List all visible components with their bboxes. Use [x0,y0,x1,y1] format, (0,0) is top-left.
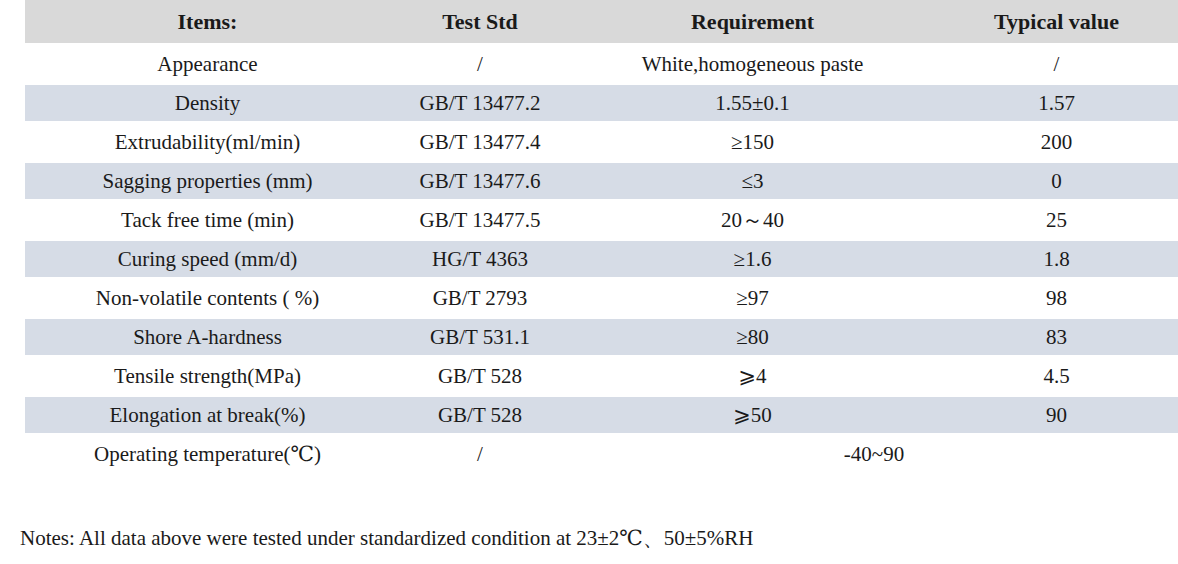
cell-typical-value: 90 [935,397,1178,433]
cell-item: Appearance [25,46,390,82]
table-row: Appearance/White,homogeneous paste/ [25,46,1178,82]
cell-item: Tensile strength(MPa) [25,358,390,394]
cell-typical-value: 83 [935,319,1178,355]
table-row: Extrudability(ml/min)GB/T 13477.4≥150200 [25,124,1178,160]
table-row: Tensile strength(MPa)GB/T 528⩾44.5 [25,358,1178,394]
notes-text: Notes: All data above were tested under … [20,524,754,552]
cell-typical-value: 1.8 [935,241,1178,277]
cell-item: Elongation at break(%) [25,397,390,433]
cell-item: Tack free time (min) [25,202,390,238]
column-header-typical-value: Typical value [935,0,1178,43]
spec-table-header: Items: Test Std Requirement Typical valu… [25,0,1178,43]
spec-table: Items: Test Std Requirement Typical valu… [25,0,1178,475]
cell-test-std: GB/T 13477.6 [390,163,570,199]
cell-requirement: ≥1.6 [570,241,935,277]
cell-test-std: GB/T 13477.4 [390,124,570,160]
cell-requirement: 1.55±0.1 [570,85,935,121]
table-row: Tack free time (min)GB/T 13477.520～4025 [25,202,1178,238]
cell-requirement: White,homogeneous paste [570,46,935,82]
cell-typical-value: 25 [935,202,1178,238]
cell-test-std: GB/T 531.1 [390,319,570,355]
cell-requirement: ⩾50 [570,397,935,433]
cell-item: Operating temperature(℃) [25,436,390,472]
cell-test-std: / [390,436,570,472]
column-header-test-std: Test Std [390,0,570,43]
cell-requirement: 20～40 [570,202,935,238]
cell-item: Curing speed (mm/d) [25,241,390,277]
cell-typical-value: / [935,46,1178,82]
cell-test-std: GB/T 2793 [390,280,570,316]
cell-typical-value: 200 [935,124,1178,160]
cell-requirement: -40~90 [570,436,1178,472]
column-header-items: Items: [25,0,390,43]
cell-test-std: / [390,46,570,82]
cell-requirement: ≥150 [570,124,935,160]
cell-test-std: HG/T 4363 [390,241,570,277]
table-row: Non-volatile contents ( %)GB/T 2793≥9798 [25,280,1178,316]
table-row: Sagging properties (mm)GB/T 13477.6≤30 [25,163,1178,199]
cell-typical-value: 98 [935,280,1178,316]
cell-item: Density [25,85,390,121]
cell-item: Shore A-hardness [25,319,390,355]
cell-typical-value: 0 [935,163,1178,199]
table-row: Curing speed (mm/d)HG/T 4363≥1.61.8 [25,241,1178,277]
cell-typical-value: 1.57 [935,85,1178,121]
cell-test-std: GB/T 528 [390,358,570,394]
datasheet-page: Items: Test Std Requirement Typical valu… [0,0,1178,564]
cell-typical-value: 4.5 [935,358,1178,394]
table-row: DensityGB/T 13477.21.55±0.11.57 [25,85,1178,121]
cell-requirement: ≥80 [570,319,935,355]
cell-test-std: GB/T 13477.2 [390,85,570,121]
table-row: Elongation at break(%)GB/T 528⩾5090 [25,397,1178,433]
cell-requirement: ≤3 [570,163,935,199]
header-row: Items: Test Std Requirement Typical valu… [25,0,1178,43]
spec-table-body: Appearance/White,homogeneous paste/Densi… [25,46,1178,472]
table-row: Operating temperature(℃)/-40~90 [25,436,1178,472]
cell-item: Extrudability(ml/min) [25,124,390,160]
cell-requirement: ⩾4 [570,358,935,394]
cell-item: Non-volatile contents ( %) [25,280,390,316]
table-row: Shore A-hardnessGB/T 531.1≥8083 [25,319,1178,355]
column-header-requirement: Requirement [570,0,935,43]
cell-test-std: GB/T 528 [390,397,570,433]
cell-test-std: GB/T 13477.5 [390,202,570,238]
cell-requirement: ≥97 [570,280,935,316]
cell-item: Sagging properties (mm) [25,163,390,199]
